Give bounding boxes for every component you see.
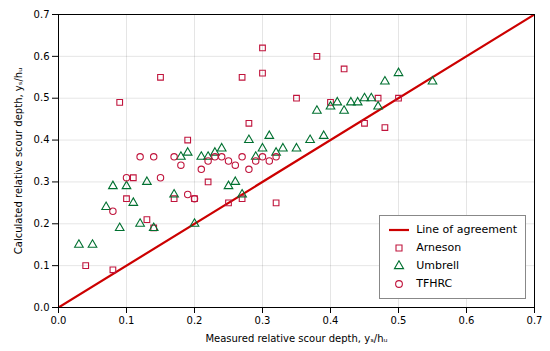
html-text:Umbrell: Umbrell (416, 259, 460, 272)
svg-text:0.2: 0.2 (187, 315, 203, 326)
svg-text:Calculated relative scour dept: Calculated relative scour depth, yₛ/hᵤ (13, 68, 24, 254)
html-text:Line of agreement: Line of agreement (416, 223, 517, 236)
svg-text:0.1: 0.1 (34, 260, 50, 271)
svg-text:0.4: 0.4 (34, 134, 50, 145)
svg-text:0.5: 0.5 (34, 92, 50, 103)
svg-text:0.4: 0.4 (323, 315, 339, 326)
svg-text:0.7: 0.7 (527, 315, 543, 326)
svg-text:0.3: 0.3 (34, 176, 50, 187)
svg-text:0.7: 0.7 (34, 9, 50, 20)
svg-text:0.5: 0.5 (391, 315, 407, 326)
svg-text:Measured relative scour depth,: Measured relative scour depth, yₛ/hᵤ (205, 333, 387, 344)
svg-text:0.2: 0.2 (34, 218, 50, 229)
svg-text:0.1: 0.1 (119, 315, 135, 326)
html-text:TFHRC: TFHRC (416, 277, 453, 290)
svg-text:0.3: 0.3 (255, 315, 271, 326)
svg-text:0.0: 0.0 (51, 315, 67, 326)
svg-text:0.0: 0.0 (34, 302, 50, 313)
svg-text:0.6: 0.6 (459, 315, 475, 326)
svg-text:0.6: 0.6 (34, 51, 50, 62)
html-text:Arneson: Arneson (416, 241, 462, 254)
